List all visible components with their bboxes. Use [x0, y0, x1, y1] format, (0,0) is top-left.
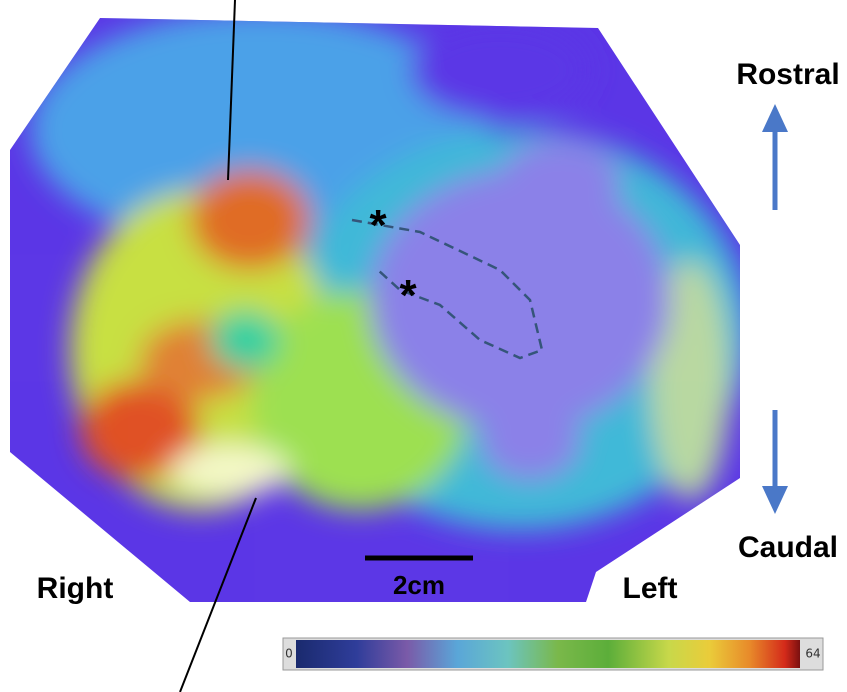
dashed-outline: [351, 218, 544, 360]
colorbar-min: 0: [285, 647, 293, 661]
scale-bar-label: 2cm: [393, 570, 445, 600]
pointer-line: [179, 497, 257, 692]
pointer-line: [227, 0, 236, 181]
side-label: Left: [623, 572, 678, 605]
direction-label: Rostral: [736, 58, 839, 91]
side-label: Right: [37, 572, 114, 605]
direction-label: Caudal: [738, 531, 838, 564]
colorbar: 0 64: [282, 637, 824, 671]
marker: *: [399, 271, 417, 320]
arrow-head: [762, 486, 788, 514]
colorbar-max: 64: [805, 647, 820, 661]
colorbar-gradient: [296, 640, 800, 668]
marker: *: [369, 201, 387, 250]
arrow-head: [762, 104, 788, 132]
thermal-image: [10, 18, 740, 602]
